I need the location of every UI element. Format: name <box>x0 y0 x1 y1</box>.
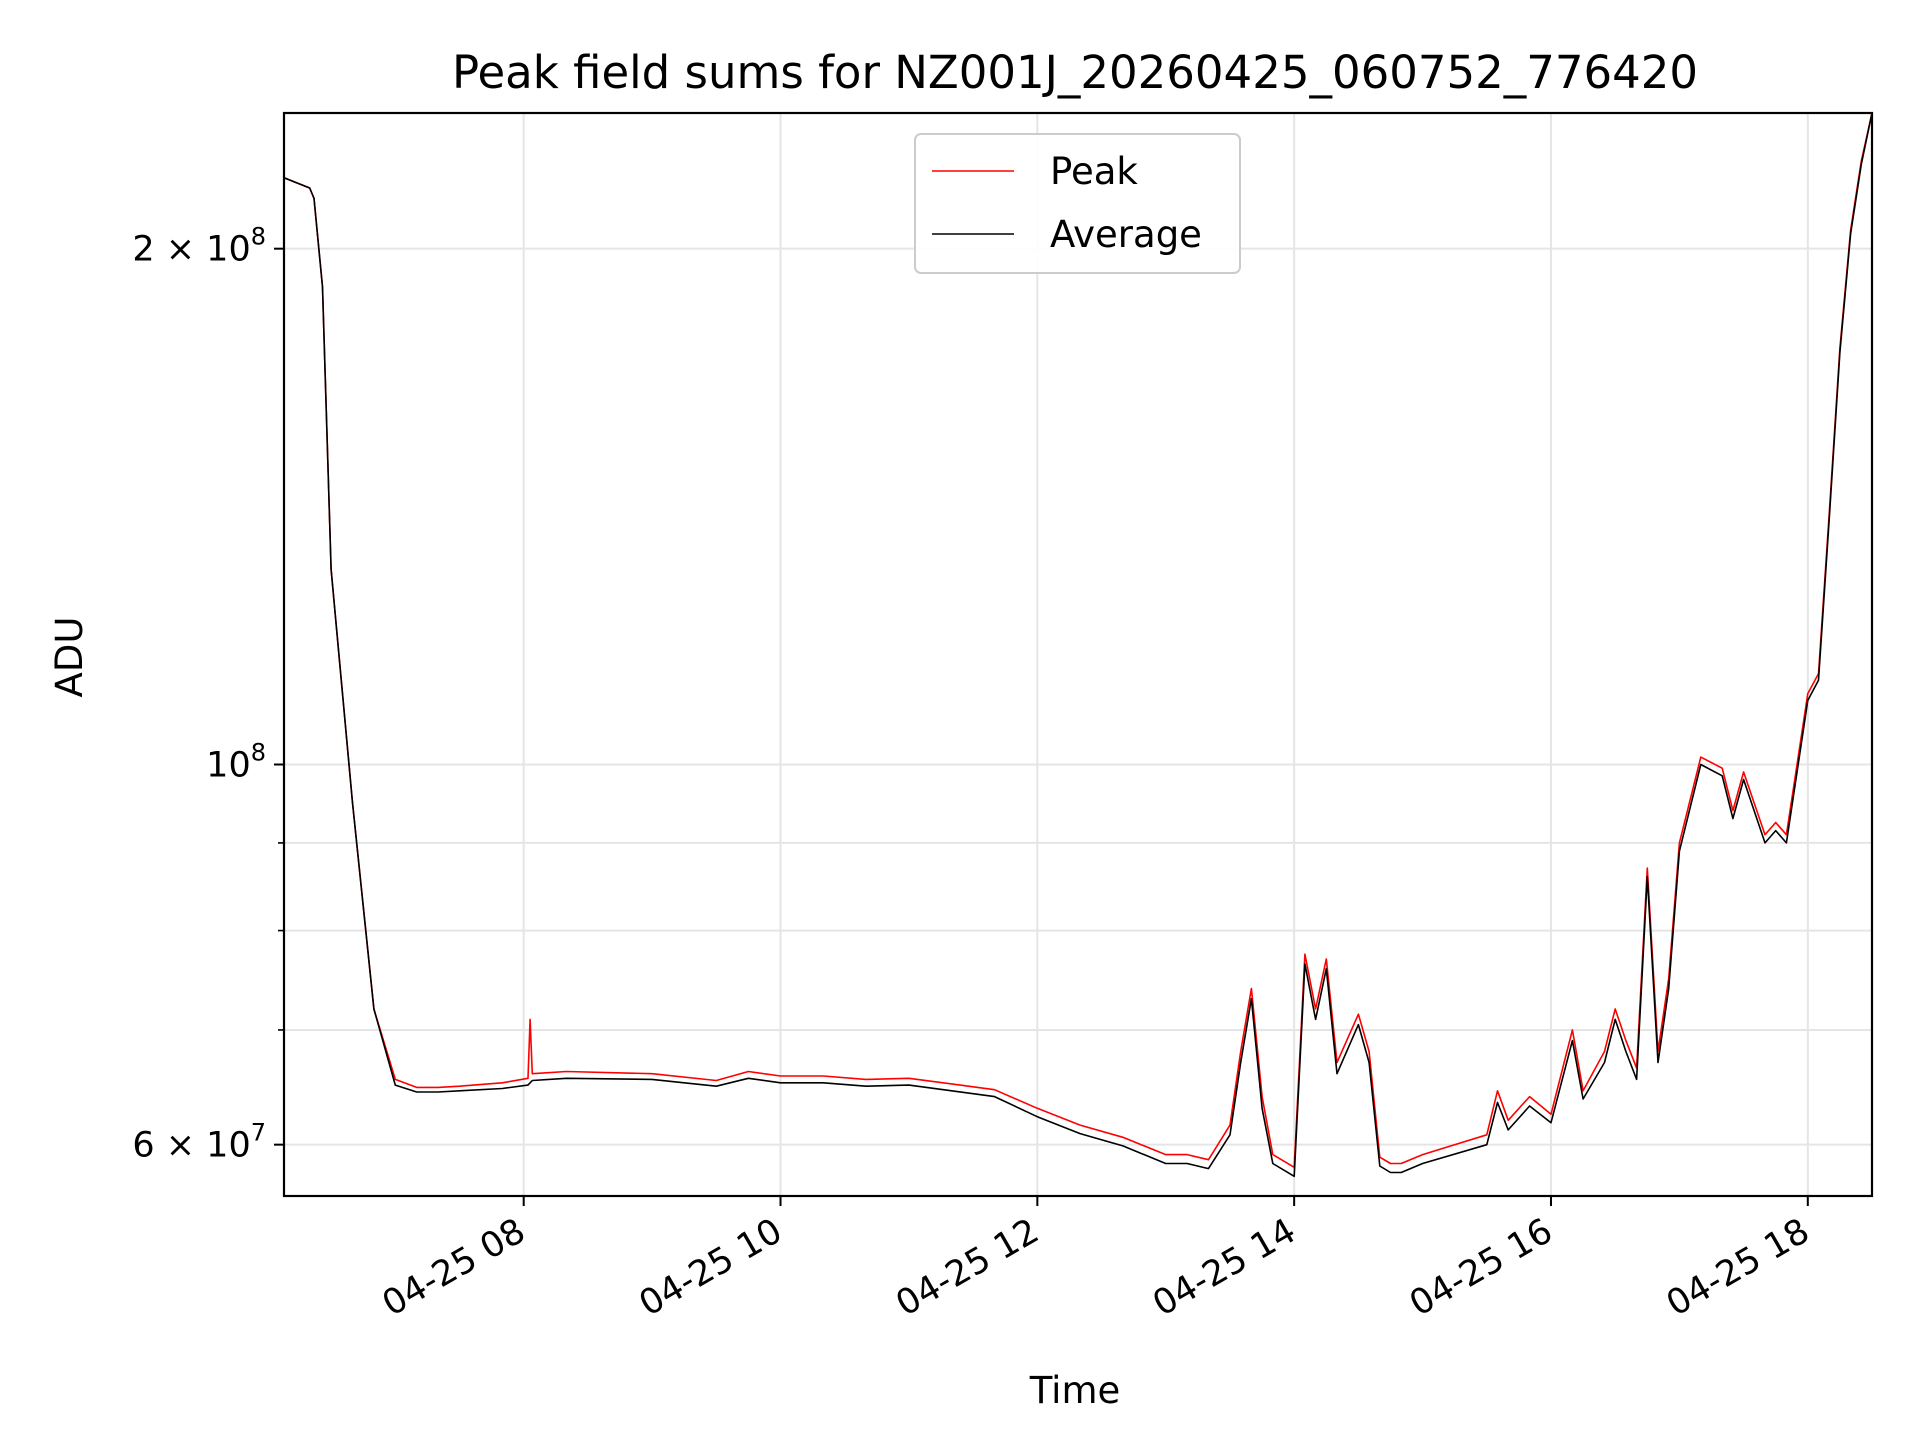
legend-box <box>914 133 1241 274</box>
legend-label-average: Average <box>1050 213 1202 256</box>
series-layer <box>283 112 1873 1178</box>
x-axis-label: Time <box>1029 1369 1121 1412</box>
series-line-peak <box>283 112 1873 1169</box>
y-tick-label: 108 <box>206 739 266 786</box>
chart-title: Peak field sums for NZ001J_20260425_0607… <box>452 46 1698 99</box>
y-tick-label: 6 × 107 <box>132 1119 266 1166</box>
series-line-average <box>283 112 1873 1178</box>
legend-label-peak: Peak <box>1050 150 1138 193</box>
legend: Peak Average <box>914 133 1241 274</box>
y-axis-label: ADU <box>48 617 91 698</box>
y-tick-label: 2 × 108 <box>132 223 266 270</box>
y-axis: 2 × 108 108 6 × 107 <box>132 223 284 1166</box>
plot-frame <box>282 111 1874 1198</box>
